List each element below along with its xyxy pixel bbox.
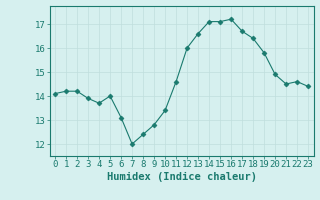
X-axis label: Humidex (Indice chaleur): Humidex (Indice chaleur) [107, 172, 257, 182]
